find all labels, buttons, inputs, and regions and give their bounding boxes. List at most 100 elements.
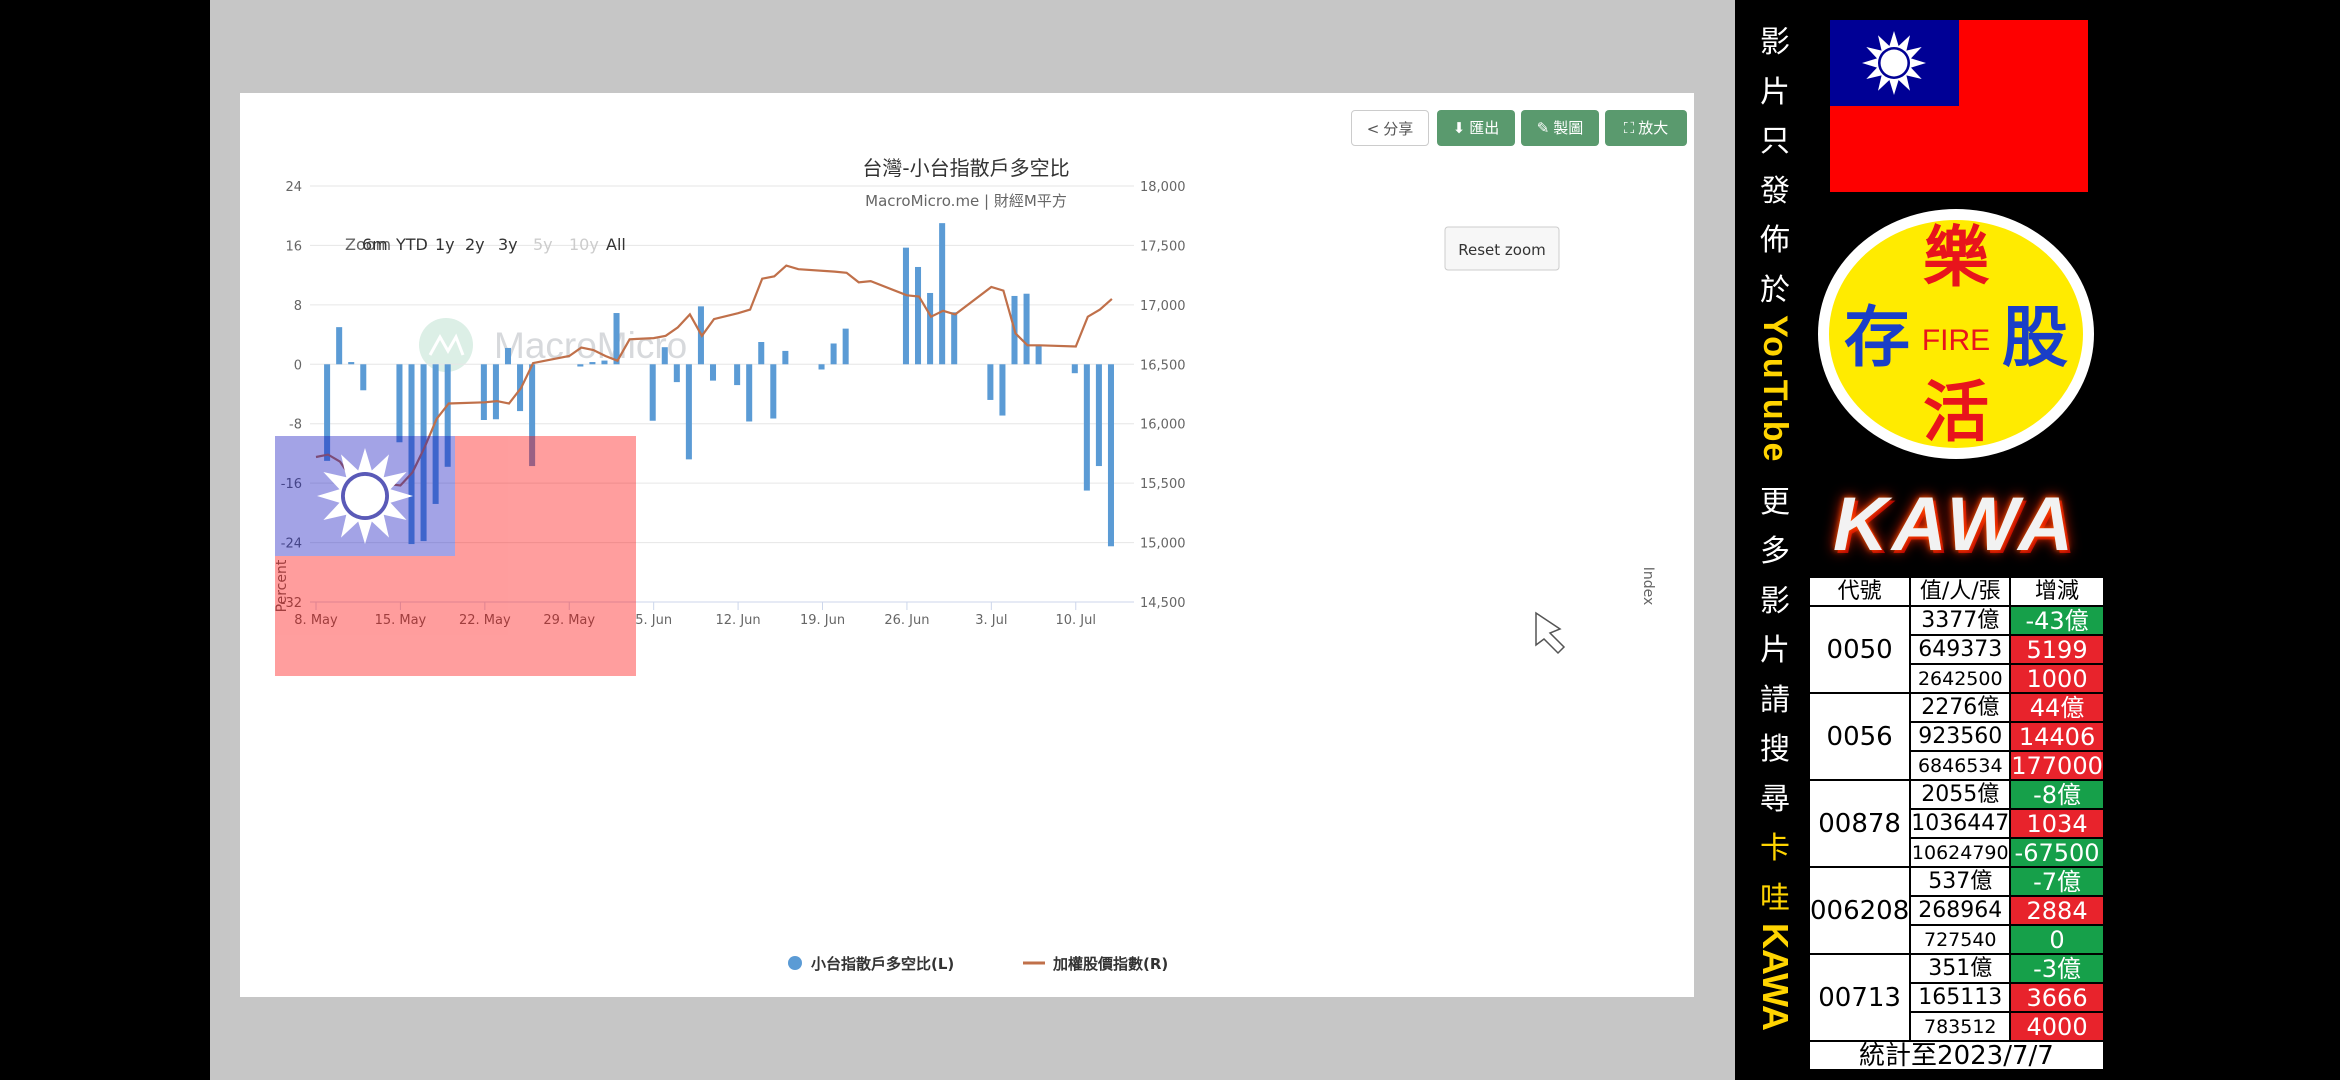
bar[interactable] [999,364,1006,416]
expand-button[interactable]: ⛶ 放大 [1605,110,1687,146]
bar[interactable] [673,364,680,383]
promo-char: 片 [1760,74,1790,110]
sun-icon [317,448,413,544]
bar[interactable] [1107,364,1114,547]
flag-sun-icon [1862,31,1926,95]
y-left-tick-label: 0 [294,358,302,373]
reset-zoom-button[interactable]: Reset zoom [1444,226,1560,271]
etf-change: -7億 [2009,866,2105,897]
bar[interactable] [360,364,367,391]
y-right-tick-label: 17,000 [1140,299,1186,314]
y-left-tick-label: 8 [294,299,302,314]
etf-value: 10624790 [1909,837,2012,868]
etf-value: 351億 [1909,953,2012,984]
bar[interactable] [987,364,994,400]
bar[interactable] [613,313,620,365]
promo-char: 搜 [1760,732,1790,768]
reset-zoom-label[interactable]: Reset zoom [1458,241,1546,259]
table-row: 268964 2884 [1809,895,2105,926]
range-button-1y[interactable]: 1y [435,235,455,254]
legend-line-label[interactable]: 加權股價指數(R) [1052,955,1168,973]
bar[interactable] [915,266,922,365]
y-left-tick-label: 16 [285,239,302,254]
bar[interactable] [927,292,934,365]
x-tick-label: 26. Jun [884,613,929,628]
etf-value: 923560 [1909,721,2012,752]
etf-change: -8億 [2009,779,2105,810]
x-tick-label: 5. Jun [635,613,672,628]
table-row: 165113 3666 [1809,982,2105,1013]
macromicro-watermark: MacroMicro [419,318,687,372]
bar[interactable] [444,364,451,467]
bar[interactable] [432,364,439,504]
range-button-YTD[interactable]: YTD [395,235,428,254]
bar[interactable] [951,312,958,365]
bar[interactable] [348,362,355,365]
range-button-All[interactable]: All [606,235,626,254]
bar[interactable] [1083,364,1090,491]
bar[interactable] [601,360,608,365]
bar[interactable] [324,364,331,461]
index-line[interactable] [315,264,1113,487]
bar[interactable] [830,343,837,365]
bar[interactable] [529,364,536,467]
promo-char: 影 [1760,25,1790,60]
bar[interactable] [758,342,765,365]
bar[interactable] [709,364,717,381]
kawa-vertical-text: KAWA [1755,923,1796,1032]
bar[interactable] [1095,364,1102,467]
bar[interactable] [939,223,946,365]
bar[interactable] [842,328,849,365]
bar[interactable] [396,364,403,443]
promo-char: 片 [1760,633,1790,669]
bar[interactable] [770,364,777,419]
etf-value: 3377億 [1909,605,2012,636]
etf-value: 2276億 [1909,692,2012,723]
bar[interactable] [902,247,909,365]
bar[interactable] [480,364,487,420]
y-left-tick-label: 24 [285,180,302,195]
range-button-10y: 10y [569,235,599,254]
bar[interactable] [336,327,343,365]
bar[interactable] [685,364,692,460]
range-button-3y[interactable]: 3y [498,235,518,254]
range-button-6m[interactable]: 6m [362,235,388,254]
etf-value: 2055億 [1909,779,2012,810]
etf-value: 268964 [1909,895,2012,926]
video-frame: <分享 ⬇匯出 ✎製圖 ⛶放大 MacroMicro 24 16 8 0 -8 -16 -2… [210,0,1735,1080]
flag-canton [1830,20,1959,106]
header-value: 值/人/張 [1909,576,2012,607]
x-tick-label: 29. May [543,613,595,628]
bar[interactable] [1035,345,1042,365]
share-button[interactable]: < 分享 [1351,110,1429,146]
bar[interactable] [734,364,741,386]
draw-button[interactable]: ✎ 製圖 [1521,110,1599,146]
bar[interactable] [1071,364,1078,374]
bar[interactable] [818,364,825,370]
x-tick-label: 10. Jul [1056,613,1097,628]
bar[interactable] [649,364,656,421]
bar[interactable] [577,364,584,367]
share-icon: < [1366,120,1380,138]
bar[interactable] [420,364,427,542]
bar[interactable] [746,364,753,422]
bar[interactable] [1023,293,1030,365]
export-button[interactable]: ⬇ 匯出 [1437,110,1515,146]
draw-label: 製圖 [1553,119,1584,137]
legend-bar-label[interactable]: 小台指散戶多空比(L) [811,955,954,973]
bar[interactable] [782,350,789,365]
bar[interactable] [492,364,499,420]
chart-subtitle: MacroMicro.me | 財經M平方 [865,192,1067,210]
bar[interactable] [504,347,512,365]
watermark-text: MacroMicro [494,325,687,366]
etf-change: 4000 [2009,1011,2105,1042]
fire-logo: 樂 存 FIRE 股 活 [1810,201,2102,467]
range-button-2y[interactable]: 2y [465,235,485,254]
y-axis-right-title: Index [1640,567,1656,606]
bar[interactable] [589,362,596,365]
etf-change: -3億 [2009,953,2105,984]
bar[interactable] [661,347,668,365]
reset-zoom-box[interactable] [1444,226,1560,271]
bar[interactable] [408,364,415,545]
promo-char: 於 [1760,272,1790,308]
